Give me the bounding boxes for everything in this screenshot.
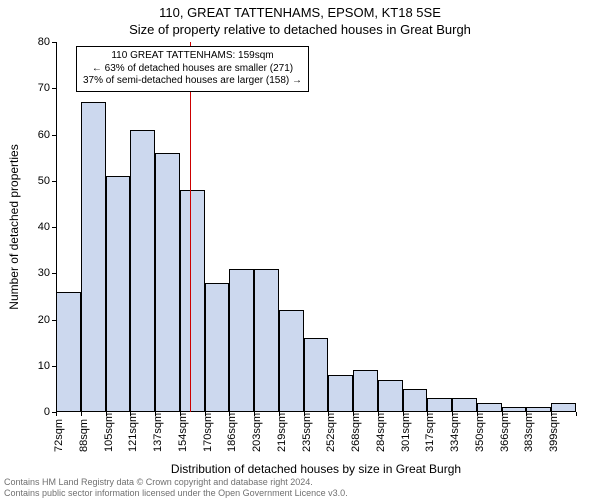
annotation-line: 37% of semi-detached houses are larger (… [83, 75, 302, 88]
histogram-bar [56, 292, 81, 412]
y-tick-label: 40 [20, 221, 50, 233]
y-tick-label: 80 [20, 36, 50, 48]
histogram-bar [502, 407, 527, 412]
y-tick-label: 60 [20, 129, 50, 141]
y-tick-mark [52, 181, 56, 182]
histogram-bar [180, 190, 205, 412]
y-tick-label: 0 [20, 406, 50, 418]
title-sub: Size of property relative to detached ho… [0, 22, 600, 37]
y-tick-label: 30 [20, 267, 50, 279]
title-main: 110, GREAT TATTENHAMS, EPSOM, KT18 5SE [0, 5, 600, 20]
x-tick-label: 154sqm [177, 413, 189, 452]
y-tick-label: 50 [20, 175, 50, 187]
x-tick-label: 284sqm [375, 413, 387, 452]
x-tick-label: 121sqm [127, 413, 139, 452]
histogram-bar [155, 153, 180, 412]
x-tick-label: 383sqm [523, 413, 535, 452]
histogram-bar [205, 283, 230, 413]
histogram-bar [106, 176, 131, 412]
y-tick-mark [52, 227, 56, 228]
x-tick-label: 301sqm [400, 413, 412, 452]
y-tick-mark [52, 88, 56, 89]
x-tick-label: 366sqm [499, 413, 511, 452]
histogram-bar [477, 403, 502, 412]
reference-line [190, 42, 191, 412]
x-tick-label: 170sqm [202, 413, 214, 452]
annotation-line: 110 GREAT TATTENHAMS: 159sqm [83, 50, 302, 63]
histogram-bar [254, 269, 279, 412]
histogram-bar [229, 269, 254, 412]
y-axis-label: Number of detached properties [7, 144, 21, 309]
annotation-line: ← 63% of detached houses are smaller (27… [83, 63, 302, 76]
histogram-bar [130, 130, 155, 412]
histogram-bar [378, 380, 403, 412]
x-tick-mark [576, 412, 577, 416]
x-tick-label: 203sqm [251, 413, 263, 452]
x-tick-label: 252sqm [325, 413, 337, 452]
x-tick-label: 334sqm [449, 413, 461, 452]
x-tick-label: 219sqm [276, 413, 288, 452]
histogram-bar [304, 338, 329, 412]
annotation-box: 110 GREAT TATTENHAMS: 159sqm← 63% of det… [76, 46, 309, 92]
histogram-bar [551, 403, 576, 412]
y-tick-mark [52, 135, 56, 136]
y-tick-label: 10 [20, 360, 50, 372]
y-tick-label: 20 [20, 314, 50, 326]
x-tick-label: 317sqm [424, 413, 436, 452]
x-tick-label: 88sqm [78, 419, 90, 452]
x-axis-label: Distribution of detached houses by size … [56, 462, 576, 476]
histogram-bar [427, 398, 452, 412]
y-tick-mark [52, 42, 56, 43]
footer-attribution: Contains HM Land Registry data © Crown c… [4, 477, 348, 498]
x-tick-label: 268sqm [350, 413, 362, 452]
histogram-bar [403, 389, 428, 412]
histogram-bar [526, 407, 551, 412]
histogram-bar [452, 398, 477, 412]
x-tick-label: 235sqm [301, 413, 313, 452]
x-tick-label: 137sqm [152, 413, 164, 452]
histogram-bar [81, 102, 106, 412]
plot-area: 0102030405060708072sqm88sqm105sqm121sqm1… [56, 42, 576, 412]
y-tick-label: 70 [20, 82, 50, 94]
x-tick-label: 186sqm [226, 413, 238, 452]
x-tick-label: 105sqm [103, 413, 115, 452]
histogram-bar [353, 370, 378, 412]
histogram-bar [279, 310, 304, 412]
x-tick-mark [81, 412, 82, 416]
x-tick-label: 72sqm [53, 419, 65, 452]
y-tick-mark [52, 273, 56, 274]
histogram-bar [328, 375, 353, 412]
chart-canvas: 110, GREAT TATTENHAMS, EPSOM, KT18 5SE S… [0, 0, 600, 500]
x-tick-label: 350sqm [474, 413, 486, 452]
x-tick-mark [56, 412, 57, 416]
x-tick-label: 399sqm [548, 413, 560, 452]
